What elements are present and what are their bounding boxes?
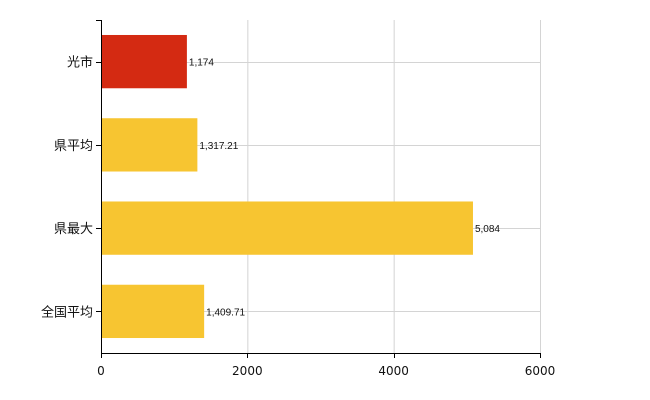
data-label: 1,174: [189, 58, 214, 69]
bar: [102, 34, 187, 89]
bar: [102, 284, 205, 339]
y-tick-label: 光市: [67, 55, 93, 71]
bar: [102, 118, 198, 172]
y-tick-label: 全国平均: [41, 304, 93, 320]
x-tick-label: 0: [97, 364, 105, 378]
x-tick-label: 2000: [232, 364, 263, 378]
bars: [102, 34, 473, 339]
data-labels: 1,174 1,317.21 5,084 1,409.71: [189, 58, 501, 319]
bar: [102, 201, 473, 255]
axes: [96, 20, 541, 358]
data-label: 1,317.21: [199, 141, 238, 152]
y-tick-label: 県最大: [54, 222, 93, 237]
y-tick-label: 県平均: [54, 139, 93, 154]
data-label: 1,409.71: [206, 307, 245, 318]
x-tick-label: 4000: [378, 364, 409, 378]
data-label: 5,084: [475, 224, 500, 235]
x-tick-label: 6000: [525, 364, 556, 378]
